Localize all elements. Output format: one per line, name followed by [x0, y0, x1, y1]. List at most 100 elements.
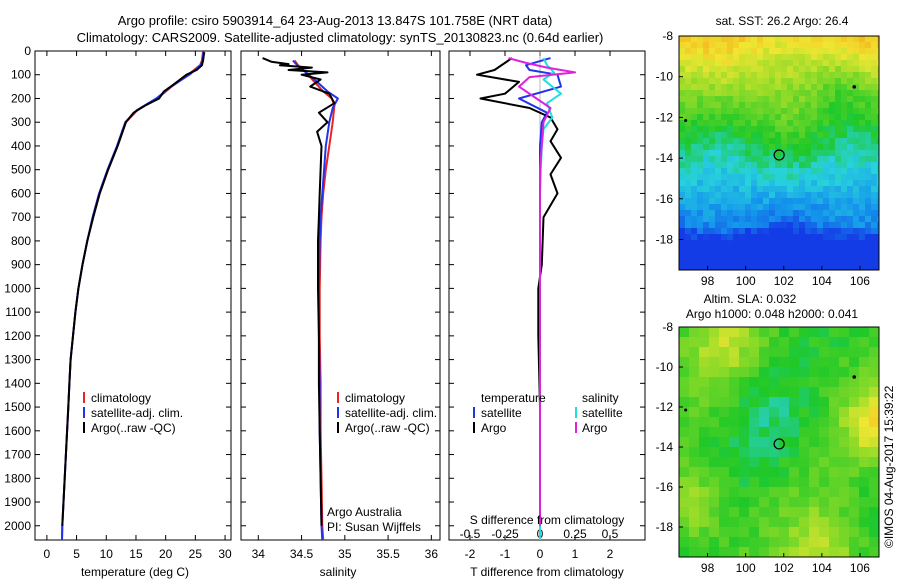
heatmap-cell: [799, 144, 806, 151]
heatmap-cell: [769, 174, 776, 181]
heatmap-cell: [799, 198, 806, 205]
heatmap-cell: [779, 457, 790, 468]
heatmap-cell: [781, 54, 788, 61]
heatmap-cell: [799, 437, 810, 448]
heatmap-cell: [739, 162, 746, 169]
heatmap-cell: [715, 204, 722, 211]
heatmap-cell: [727, 60, 734, 67]
heatmap-cell: [733, 48, 740, 55]
heatmap-cell: [793, 168, 800, 175]
heatmap-cell: [697, 102, 704, 109]
heatmap-cell: [775, 48, 782, 55]
heatmap-cell: [793, 162, 800, 169]
heatmap-cell: [769, 264, 776, 270]
heatmap-cell: [859, 252, 866, 259]
heatmap-cell: [799, 156, 806, 163]
heatmap-cell: [865, 102, 872, 109]
heatmap-cell: [789, 457, 800, 468]
heatmap-cell: [839, 447, 850, 458]
heatmap-cell: [835, 252, 842, 259]
heatmap-cell: [781, 138, 788, 145]
heatmap-cell: [819, 407, 830, 418]
heatmap-cell: [835, 204, 842, 211]
heatmap-cell: [769, 258, 776, 265]
heatmap-cell: [679, 457, 690, 468]
heatmap-cell: [839, 527, 850, 538]
heatmap-cell: [865, 138, 872, 145]
heatmap-cell: [739, 180, 746, 187]
heatmap-cell: [769, 327, 780, 338]
heatmap-cell: [799, 162, 806, 169]
heatmap-cell: [805, 102, 812, 109]
heatmap-cell: [745, 228, 752, 235]
y-tick-label: 1400: [4, 376, 31, 390]
heatmap-cell: [699, 497, 710, 508]
heatmap-cell: [691, 66, 698, 73]
heatmap-cell: [739, 347, 750, 358]
heatmap-cell: [759, 347, 770, 358]
heatmap-cell: [799, 240, 806, 247]
heatmap-cell: [775, 84, 782, 91]
legend-title-temperature: temperature: [481, 391, 546, 405]
heatmap-cell: [817, 240, 824, 247]
heatmap-cell: [703, 120, 710, 127]
heatmap-cell: [751, 102, 758, 109]
heatmap-cell: [751, 156, 758, 163]
heatmap-cell: [719, 477, 730, 488]
heatmap-cell: [763, 246, 770, 253]
heatmap-cell: [841, 72, 848, 79]
heatmap-cell: [749, 377, 760, 388]
heatmap-cell: [877, 54, 879, 61]
heatmap-cell: [781, 102, 788, 109]
heatmap-cell: [721, 186, 728, 193]
heatmap-cell: [787, 84, 794, 91]
heatmap-cell: [751, 48, 758, 55]
heatmap-cell: [715, 114, 722, 121]
heatmap-cell: [865, 162, 872, 169]
heatmap-cell: [729, 527, 740, 538]
heatmap-cell: [871, 210, 878, 217]
heatmap-cell: [769, 477, 780, 488]
heatmap-cell: [877, 210, 879, 217]
heatmap-cell: [789, 417, 800, 428]
heatmap-cell: [727, 192, 734, 199]
heatmap-cell: [787, 60, 794, 67]
heatmap-cell: [847, 108, 854, 115]
heatmap-cell: [709, 407, 720, 418]
heatmap-cell: [789, 377, 800, 388]
heatmap-cell: [763, 162, 770, 169]
heatmap-cell: [749, 327, 760, 338]
heatmap-cell: [799, 120, 806, 127]
heatmap-cell: [799, 180, 806, 187]
heatmap-cell: [869, 397, 879, 408]
heatmap-cell: [715, 174, 722, 181]
heatmap-cell: [739, 96, 746, 103]
heatmap-cell: [787, 36, 794, 43]
heatmap-cell: [871, 162, 878, 169]
heatmap-cell: [709, 447, 720, 458]
heatmap-cell: [871, 258, 878, 265]
heatmap-cell: [739, 397, 750, 408]
heatmap-cell: [841, 138, 848, 145]
heatmap-cell: [715, 252, 722, 259]
heatmap-cell: [835, 174, 842, 181]
x-tick-label: 2: [607, 547, 614, 561]
heatmap-cell: [847, 168, 854, 175]
heatmap-cell: [835, 48, 842, 55]
heatmap-cell: [703, 102, 710, 109]
heatmap-cell: [709, 132, 716, 139]
heatmap-cell: [779, 327, 790, 338]
heatmap-cell: [757, 114, 764, 121]
heatmap-cell: [841, 252, 848, 259]
heatmap-cell: [841, 84, 848, 91]
heatmap-cell: [865, 216, 872, 223]
heatmap-cell: [729, 487, 740, 498]
heatmap-cell: [793, 84, 800, 91]
heatmap-cell: [733, 66, 740, 73]
heatmap-cell: [699, 477, 710, 488]
heatmap-cell: [859, 144, 866, 151]
heatmap-cell: [709, 36, 716, 43]
heatmap-cell: [757, 216, 764, 223]
heatmap-cell: [811, 60, 818, 67]
heatmap-cell: [739, 78, 746, 85]
